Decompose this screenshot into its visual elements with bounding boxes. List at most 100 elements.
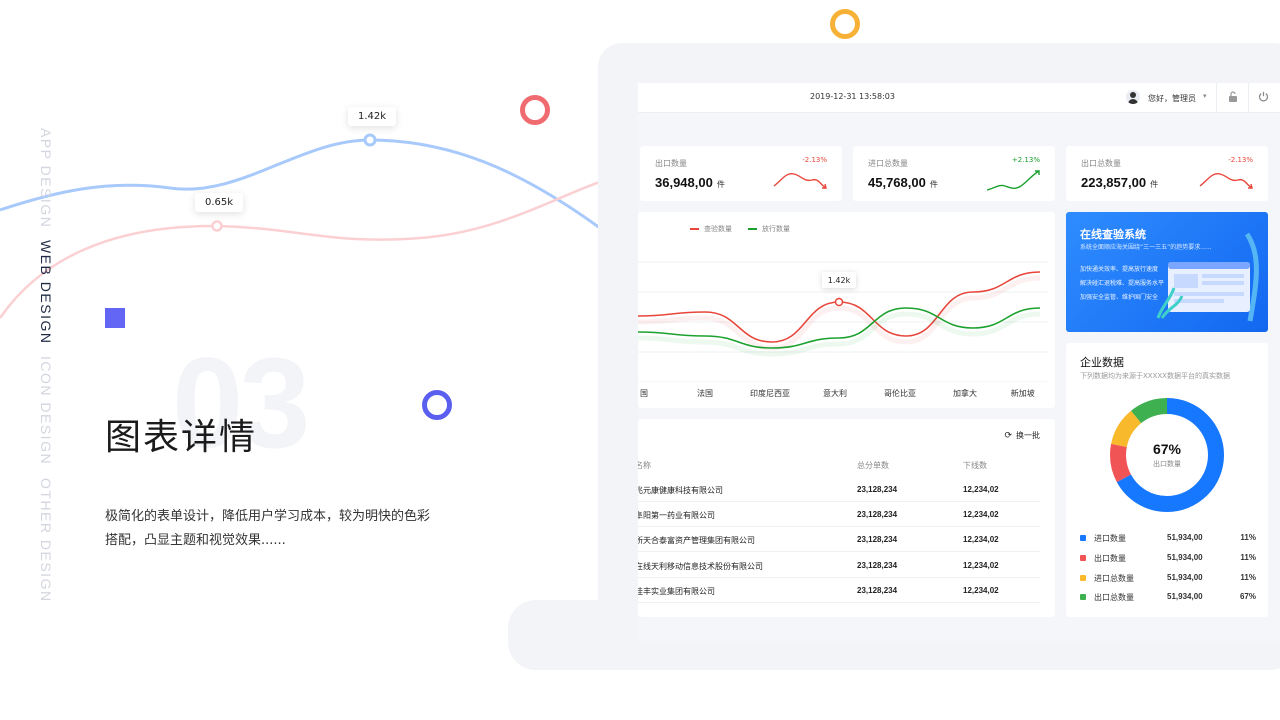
cell-offline: 12,234,02	[963, 586, 999, 595]
data-point[interactable]	[1039, 307, 1041, 309]
cell-orders: 23,128,234	[857, 485, 898, 494]
legend-row[interactable]: 出口数量 51,934,00 11%	[1080, 553, 1256, 565]
cell-company-name: 阜阳第一药业有限公司	[638, 511, 715, 520]
cell-orders: 23,128,234	[857, 510, 898, 519]
data-point[interactable]	[771, 347, 773, 349]
nav-app-design[interactable]: APP DESIGN	[38, 128, 54, 229]
cell-company-name: 佳丰实业集团有限公司	[638, 587, 715, 596]
table-row[interactable]: 兆元康健康科技有限公司 23,128,234 12,234,02	[638, 477, 1040, 502]
divider	[1248, 83, 1249, 113]
cell-orders: 23,128,234	[857, 535, 898, 544]
promo-line: 加强安全监管、维护国门安全	[1080, 294, 1159, 301]
legend-percent: 11%	[1240, 573, 1256, 582]
datetime: 2019-12-31 13:58:03	[810, 92, 895, 101]
refresh-icon: ⟳	[1004, 431, 1012, 441]
legend-name: 出口数量	[1094, 554, 1126, 563]
table-row[interactable]: 所天合泰富资产管理集团有限公司 23,128,234 12,234,02	[638, 527, 1040, 552]
stat-label: 出口数量	[655, 159, 687, 168]
page-description: 极简化的表单设计，降低用户学习成本，较为明快的色彩搭配，凸显主题和视觉效果...…	[105, 509, 431, 548]
user-avatar[interactable]	[1126, 90, 1140, 104]
data-point[interactable]	[972, 291, 974, 293]
legend-percent: 11%	[1240, 553, 1256, 562]
legend-swatch	[1080, 535, 1086, 541]
x-tick-label: 印度尼西亚	[750, 389, 790, 398]
data-point[interactable]	[638, 315, 639, 317]
promo-subtitle: 系统全面顺应海关围绕“三一三五”的趋势要求......	[1080, 244, 1212, 251]
legend-percent: 67%	[1239, 592, 1256, 601]
decorative-ring-red	[520, 95, 550, 125]
cell-orders: 23,128,234	[857, 561, 898, 570]
data-point[interactable]	[838, 337, 840, 339]
legend-row[interactable]: 进口数量 51,934,00 11%	[1080, 533, 1256, 545]
stat-change: +2.13%	[1011, 156, 1040, 164]
data-point[interactable]	[771, 341, 773, 343]
cell-offline: 12,234,02	[963, 510, 999, 519]
promo-banner[interactable]: 在线查验系统 系统全面顺应海关围绕“三一三五”的趋势要求...... 加快通关效…	[1066, 212, 1268, 332]
donut-center-value: 67%	[1152, 441, 1182, 457]
data-point[interactable]	[905, 307, 907, 309]
x-tick-label: 哥伦比亚	[884, 389, 916, 398]
stat-value: 223,857,00 件	[1081, 175, 1159, 190]
line-chart-card: 查验数量 放行数量 1.42k 国 法国 印度尼西亚 意大利 哥伦比亚 加拿大 新加坡	[638, 212, 1055, 408]
decorative-square	[105, 308, 125, 328]
legend-swatch	[1080, 555, 1086, 561]
x-tick-label: 意大利	[823, 389, 847, 398]
lock-icon[interactable]	[1226, 91, 1240, 105]
sparkline-up	[986, 170, 1040, 191]
nav-other-design[interactable]: OTHER DESIGN	[38, 478, 54, 603]
legend-item[interactable]: 放行数量	[748, 224, 790, 234]
chevron-down-icon[interactable]: ▾	[1203, 92, 1207, 100]
decorative-ring-blue	[422, 390, 452, 420]
cell-offline: 12,234,02	[963, 561, 999, 570]
tooltip-high: 1.42k	[348, 107, 397, 126]
data-point[interactable]	[972, 327, 974, 329]
series-shadow	[638, 311, 1041, 357]
data-point[interactable]	[704, 311, 706, 313]
data-point[interactable]	[905, 335, 907, 337]
col-header-orders: 总分单数	[857, 461, 889, 470]
legend-value: 51,934,00	[1167, 553, 1203, 562]
legend-percent: 11%	[1240, 533, 1256, 542]
donut-center-label: 出口数量	[1153, 460, 1181, 468]
legend-name: 进口数量	[1094, 534, 1126, 543]
data-point[interactable]	[638, 331, 639, 333]
refresh-button[interactable]: ⟳ 换一批	[1004, 431, 1040, 441]
nav-icon-design[interactable]: ICON DESIGN	[38, 356, 54, 466]
legend-swatch	[1080, 575, 1086, 581]
donut-slice[interactable]	[1110, 398, 1224, 512]
nav-web-design[interactable]: WEB DESIGN	[38, 240, 54, 345]
data-point[interactable]	[1039, 271, 1041, 273]
stat-change: -2.13%	[1228, 156, 1253, 164]
user-greeting[interactable]: 您好，管理员	[1148, 94, 1196, 103]
page-title: 图表详情	[105, 417, 258, 458]
cell-offline: 12,234,02	[963, 535, 999, 544]
stat-label: 进口总数量	[868, 159, 908, 168]
legend-row[interactable]: 出口总数量 51,934,00 67%	[1080, 592, 1256, 604]
stat-value: 45,768,00 件	[868, 175, 938, 190]
legend-value: 51,934,00	[1167, 533, 1203, 542]
table-row[interactable]: 佳丰实业集团有限公司 23,128,234 12,234,02	[638, 578, 1040, 603]
highlight-point[interactable]	[834, 297, 844, 307]
promo-title: 在线查验系统	[1080, 228, 1146, 241]
table-row[interactable]: 阜阳第一药业有限公司 23,128,234 12,234,02	[638, 502, 1040, 527]
top-bar: 2019-12-31 13:58:03 您好，管理员 ▾	[638, 83, 1280, 113]
tooltip-box	[822, 272, 856, 288]
series-line-1[interactable]	[638, 307, 1041, 349]
table-row[interactable]: 在线天利移动信息技术股份有限公司 23,128,234 12,234,02	[638, 553, 1040, 578]
stat-value: 36,948,00 件	[655, 175, 725, 190]
stat-card-export: 出口数量 36,948,00 件 -2.13%	[640, 146, 842, 201]
decorative-curves	[0, 133, 601, 319]
legend-item[interactable]: 查验数量	[690, 224, 732, 234]
legend-row[interactable]: 进口总数量 51,934,00 11%	[1080, 573, 1256, 585]
col-header-offline: 下线数	[963, 461, 987, 470]
legend-value: 51,934,00	[1167, 592, 1203, 601]
cell-offline: 12,234,02	[963, 485, 999, 494]
series-shadow	[638, 275, 1041, 351]
tooltip-text: 1.42k	[828, 276, 851, 285]
data-point[interactable]	[704, 335, 706, 337]
promo-line: 加快通关效率、提高放行速度	[1080, 266, 1159, 273]
power-icon[interactable]	[1256, 91, 1270, 105]
cell-company-name: 所天合泰富资产管理集团有限公司	[638, 536, 755, 545]
cell-orders: 23,128,234	[857, 586, 898, 595]
donut-slice[interactable]	[1110, 398, 1224, 512]
